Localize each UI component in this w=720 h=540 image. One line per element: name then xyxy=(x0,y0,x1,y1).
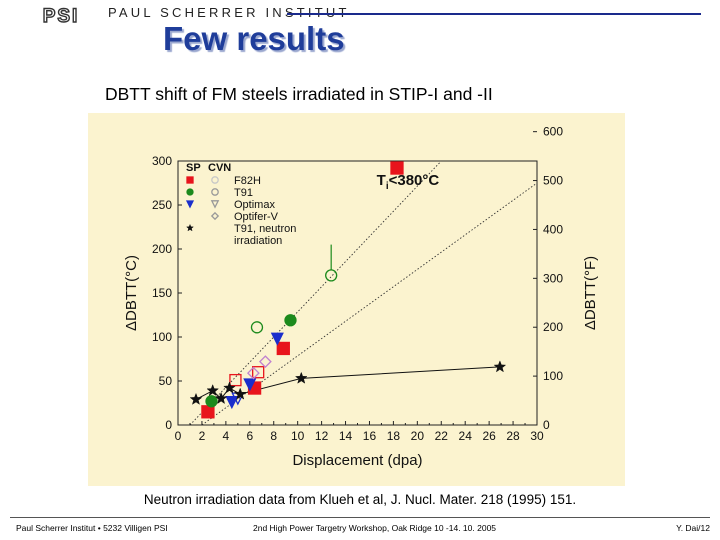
y-tick-label: 100 xyxy=(152,330,172,344)
x-tick-label: 12 xyxy=(315,429,329,443)
data-point-f82h-sp xyxy=(201,405,215,419)
y-right-tick-label: 400 xyxy=(543,222,563,236)
slide-subtitle: DBTT shift of FM steels irradiated in ST… xyxy=(105,84,493,104)
legend-marker-cvn xyxy=(211,188,219,196)
psi-logo: PSI xyxy=(28,6,94,24)
y-tick-label: 250 xyxy=(152,198,172,212)
data-point-f82h-sp xyxy=(390,161,404,175)
x-tick-label: 6 xyxy=(246,429,253,443)
y-tick-label: 200 xyxy=(152,242,172,256)
data-point-t91-neutron-irradiation-cvn xyxy=(214,391,228,405)
y-right-tick-label: 100 xyxy=(543,369,563,383)
y-right-tick-label: 500 xyxy=(543,174,563,188)
y-right-tick-label: 300 xyxy=(543,271,563,285)
legend-marker-cvn xyxy=(210,200,220,209)
legend-label: T91 xyxy=(234,187,253,199)
legend-label-cont: irradiation xyxy=(234,235,282,247)
x-tick-label: 22 xyxy=(435,429,449,443)
data-point-t91-sp xyxy=(284,314,297,327)
y-tick-label: 300 xyxy=(152,154,172,168)
footer-institute: Paul Scherrer Institut • 5232 Villigen P… xyxy=(16,523,168,533)
x-tick-label: 14 xyxy=(339,429,353,443)
temperature-annotation: Ti<380°C xyxy=(377,172,440,192)
x-tick-label: 24 xyxy=(459,429,473,443)
legend-header-sp: SP xyxy=(186,162,201,174)
data-point-t91-neutron-irradiation-cvn xyxy=(233,387,247,400)
slide-title: Few results xyxy=(163,20,345,57)
x-tick-label: 26 xyxy=(482,429,496,443)
data-point-f82h-sp xyxy=(276,341,290,356)
data-point-f82h-cvn xyxy=(229,373,242,387)
data-point-t91-neutron-irradiation-cvn xyxy=(206,384,220,397)
data-point-optifer-v-cvn xyxy=(258,355,272,369)
legend-marker-sp xyxy=(185,200,195,209)
data-point-optimax-sp xyxy=(225,395,239,410)
y-right-tick-label: 600 xyxy=(543,125,563,139)
x-axis-label: Displacement (dpa) xyxy=(292,452,422,469)
trend-line-upper xyxy=(189,160,442,426)
x-tick-label: 0 xyxy=(175,429,182,443)
legend-marker-cvn xyxy=(210,211,220,221)
y-axis-label: ΔDBTT(°C) xyxy=(123,255,140,331)
data-point-t91-sp xyxy=(205,395,218,408)
data-point-optimax-sp xyxy=(243,378,257,392)
footer-rule xyxy=(10,517,710,518)
data-point-t91-neutron-irradiation-cvn xyxy=(294,371,308,384)
data-point-optifer-v-cvn xyxy=(246,366,260,380)
header-rule xyxy=(287,13,701,15)
y-right-tick-label: 0 xyxy=(543,418,550,432)
data-point-t91-neutron-irradiation-cvn xyxy=(223,381,236,394)
x-tick-label: 4 xyxy=(223,429,230,443)
x-tick-label: 8 xyxy=(270,429,277,443)
legend-marker-cvn xyxy=(211,176,219,184)
legend-label: F82H xyxy=(234,175,261,187)
institute-name: PAUL SCHERRER INSTITUT xyxy=(108,5,350,20)
dbtt-chart: 0 2 4 6 8 10 12 14 16 18 20 22 24 26 28 300501001502002… xyxy=(123,125,599,469)
legend-label: Optifer-V xyxy=(234,211,279,223)
x-tick-label: 10 xyxy=(291,429,305,443)
chart-caption: Neutron irradiation data from Klueh et a… xyxy=(143,492,577,507)
x-tick-label: 20 xyxy=(411,429,425,443)
legend-marker-sp xyxy=(186,176,194,184)
x-tick-label: 2 xyxy=(199,429,206,443)
x-tick-label: 28 xyxy=(506,429,520,443)
data-point-t91-neutron-irradiation-cvn xyxy=(493,360,507,373)
legend-marker-sp xyxy=(186,188,194,196)
x-tick-label: 18 xyxy=(387,429,401,443)
data-point-t91-cvn xyxy=(325,269,338,282)
y-tick-label: 0 xyxy=(165,418,172,432)
data-point-optimax-sp xyxy=(270,332,284,346)
x-tick-label: 16 xyxy=(363,429,377,443)
footer-workshop: 2nd High Power Targetry Workshop, Oak Ri… xyxy=(253,523,497,533)
data-point-t91-cvn xyxy=(250,321,264,334)
legend-header-cvn: CVN xyxy=(208,162,231,174)
legend-label: T91, neutron xyxy=(234,223,296,235)
y-right-axis-label: ΔDBTT(°F) xyxy=(582,256,599,330)
legend-marker-sp xyxy=(186,223,194,232)
data-point-f82h-cvn xyxy=(252,366,265,379)
psi-logo-text: PSI xyxy=(43,6,80,24)
trend-line-lower xyxy=(201,182,538,426)
footer-page: Y. Dai/12 xyxy=(676,523,710,533)
legend-label: Optimax xyxy=(234,199,275,211)
data-point-t91-neutron-irradiation-cvn xyxy=(189,392,203,405)
y-tick-label: 50 xyxy=(159,374,173,388)
y-right-tick-label: 200 xyxy=(543,320,563,334)
x-tick-label: 30 xyxy=(530,429,544,443)
y-tick-label: 150 xyxy=(152,286,172,300)
